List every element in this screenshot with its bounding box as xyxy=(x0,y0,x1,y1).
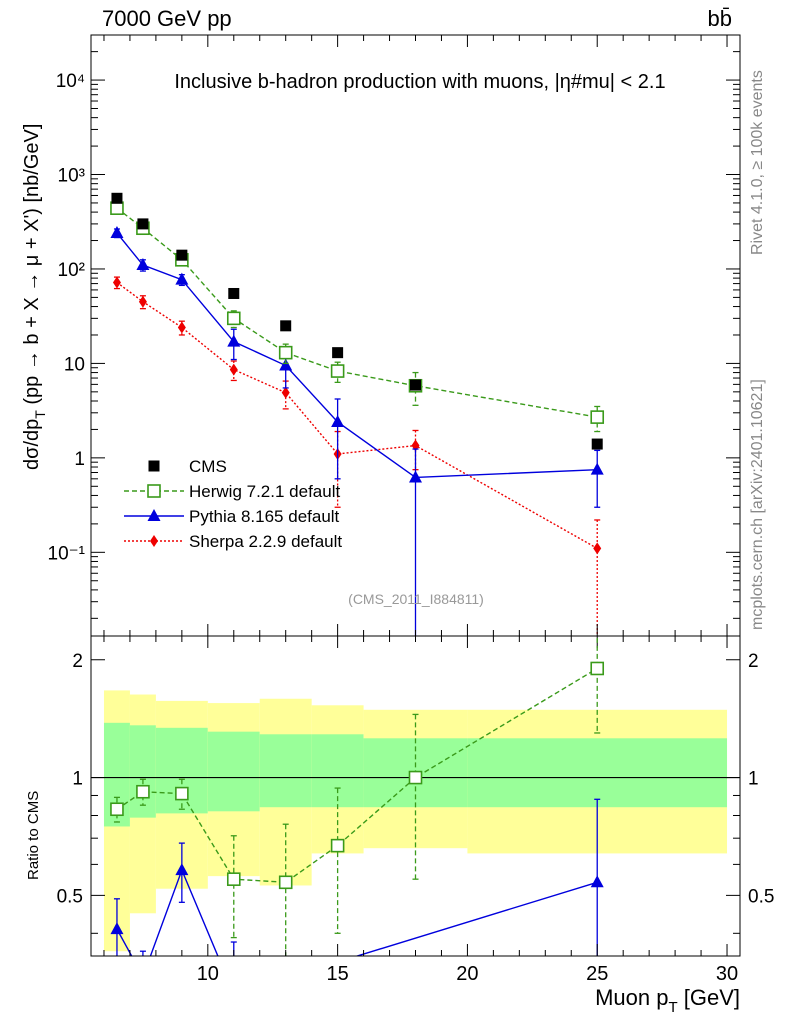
legend-marker-herwig xyxy=(147,484,161,498)
main-pythia-point xyxy=(331,414,345,427)
legend-label-pythia: Pythia 8.165 default xyxy=(189,507,340,526)
y-tick-label: 10² xyxy=(58,260,85,281)
legend: CMS Herwig 7.2.1 default Pythia 8.165 defa… xyxy=(124,457,342,551)
ratio-band-inner xyxy=(259,734,312,808)
x-tick-label: 10 xyxy=(197,963,219,985)
ratio-herwig-point xyxy=(175,786,189,801)
main-pythia-point xyxy=(110,226,124,239)
x-axis-label-rest: [GeV] xyxy=(678,985,740,1010)
main-cms-point xyxy=(280,320,292,332)
ratio-y-tick-label: 1 xyxy=(72,769,83,790)
ratio-pythia-point xyxy=(227,987,240,999)
ratio-axes: 10 15 20 25 30 0.5 0.5 1 1 2 2 xyxy=(57,635,774,985)
watermark-label: (CMS_2011_I884811) xyxy=(348,591,484,607)
main-sherpa-line xyxy=(116,281,598,550)
main-cms-point xyxy=(228,287,240,299)
ratio-band-inner xyxy=(467,738,728,808)
y-tick-label: 10⁻¹ xyxy=(48,543,86,564)
main-cms-point xyxy=(176,249,188,261)
ratio-herwig-point xyxy=(408,770,423,785)
ratio-y-axis-label: Ratio to CMS xyxy=(25,791,42,880)
x-axis-label-main: Muon p xyxy=(595,985,668,1010)
main-herwig-point xyxy=(226,311,241,326)
process-label: bb̄ xyxy=(708,6,732,31)
ratio-data-layer xyxy=(91,636,740,999)
y-axis-label: dσ/dpT (pp → b + X → μ + X') [nb/GeV] xyxy=(21,124,48,470)
main-cms-point xyxy=(137,218,149,230)
y-axis-label-rest: (pp → b + X → μ + X') [nb/GeV] xyxy=(21,124,43,411)
main-sherpa-point xyxy=(593,542,602,555)
y-tick-label: 10³ xyxy=(58,166,85,187)
main-cms-point xyxy=(332,347,344,359)
legend-marker-sherpa xyxy=(150,535,158,547)
main-sherpa-point xyxy=(281,386,290,399)
ratio-band-inner xyxy=(155,727,208,814)
main-pythia-line xyxy=(116,232,598,479)
main-sherpa-point xyxy=(177,321,186,334)
ratio-pythia-point xyxy=(590,875,604,888)
y-axis-label-sub: T xyxy=(32,410,48,419)
ratio-band-inner xyxy=(311,734,364,808)
ratio-band-inner xyxy=(129,725,156,818)
main-herwig-point xyxy=(590,410,605,424)
legend-label-cms: CMS xyxy=(189,457,227,476)
main-pythia-point xyxy=(279,358,293,371)
main-data-layer xyxy=(110,192,605,636)
x-tick-label: 15 xyxy=(326,963,348,985)
energy-label: 7000 GeV pp xyxy=(102,6,232,31)
ratio-y-tick-label: 0.5 xyxy=(57,886,83,907)
main-pythia-point xyxy=(409,470,422,483)
legend-label-herwig: Herwig 7.2.1 default xyxy=(189,482,340,501)
y-tick-label: 10⁴ xyxy=(56,71,85,92)
main-cms-point xyxy=(591,438,603,450)
ratio-y-tick-label-right: 0.5 xyxy=(748,886,774,907)
x-axis-label: Muon pT [GeV] xyxy=(595,985,740,1016)
main-title: Inclusive b-hadron production with muons… xyxy=(174,71,665,93)
x-tick-label: 20 xyxy=(456,963,478,985)
ratio-y-tick-label: 2 xyxy=(72,651,83,672)
main-pythia-point xyxy=(227,334,241,347)
main-cms-point xyxy=(410,379,421,391)
main-sherpa-point xyxy=(229,363,238,376)
y-tick-label: 1 xyxy=(74,449,85,470)
ratio-pythia-point xyxy=(110,922,124,935)
ratio-pythia-line xyxy=(116,868,598,956)
y-tick-label: 10 xyxy=(64,354,85,375)
ratio-y-tick-label-right: 2 xyxy=(748,651,759,672)
main-pythia-point xyxy=(136,258,150,271)
main-herwig-line xyxy=(116,207,598,418)
main-pythia-point xyxy=(175,272,189,285)
main-pythia-point xyxy=(590,462,604,475)
main-sherpa-point xyxy=(112,276,121,289)
main-herwig-point xyxy=(330,364,345,378)
legend-marker-cms xyxy=(148,460,160,472)
ratio-herwig-point xyxy=(110,802,124,817)
ratio-herwig-point xyxy=(278,875,293,890)
main-herwig-point xyxy=(278,345,293,360)
ratio-herwig-line xyxy=(116,667,598,884)
main-herwig-point xyxy=(110,201,124,215)
ratio-herwig-point xyxy=(590,661,605,676)
legend-marker-pythia xyxy=(147,509,161,521)
x-tick-label: 30 xyxy=(716,963,738,985)
x-tick-label: 25 xyxy=(586,963,608,985)
ratio-pythia-point xyxy=(175,863,189,876)
legend-label-sherpa: Sherpa 2.2.9 default xyxy=(189,532,342,551)
main-axes: 10⁻¹ 1 10 10² 10³ 10⁴ xyxy=(48,34,741,648)
ratio-herwig-point xyxy=(330,838,345,853)
ratio-herwig-point xyxy=(136,784,150,799)
y-axis-label-main: dσ/dp xyxy=(21,419,43,470)
ratio-band-inner xyxy=(207,731,260,812)
ratio-herwig-point xyxy=(226,872,241,886)
main-sherpa-point xyxy=(138,295,147,308)
main-cms-point xyxy=(111,192,123,204)
site-label: mcplots.cern.ch [arXiv:2401.10621] xyxy=(749,379,766,630)
x-axis-label-sub: T xyxy=(668,999,677,1016)
ratio-pythia-point xyxy=(136,970,149,982)
ratio-y-tick-label-right: 1 xyxy=(748,769,759,790)
rivet-label: Rivet 4.1.0, ≥ 100k events xyxy=(749,70,766,255)
